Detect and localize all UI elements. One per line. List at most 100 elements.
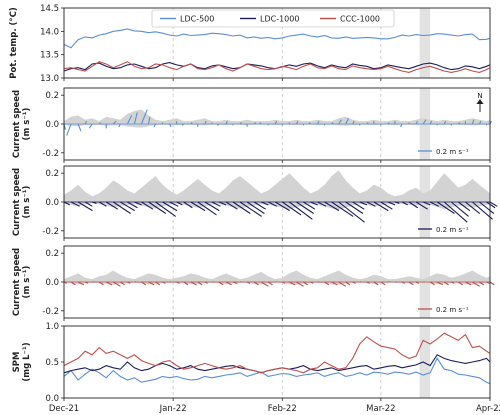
velocity-stick: [162, 201, 178, 212]
velocity-stick: [338, 281, 347, 287]
velocity-stick: [77, 281, 85, 286]
velocity-stick: [148, 281, 155, 286]
velocity-stick: [155, 281, 161, 286]
velocity-stick: [183, 201, 193, 209]
velocity-stick: [366, 281, 370, 284]
velocity-stick: [190, 122, 193, 125]
x-tick-label: Feb-22: [268, 404, 297, 414]
velocity-stick: [331, 201, 354, 217]
velocity-stick: [352, 201, 365, 210]
velocity-stick: [345, 281, 351, 286]
velocity-stick: [310, 281, 314, 284]
velocity-stick: [296, 281, 304, 287]
north-label: N: [477, 92, 482, 100]
velocity-stick: [436, 281, 444, 286]
velocity-stick: [400, 123, 403, 128]
y-axis-label-unit: (m s⁻¹): [22, 265, 32, 298]
series-line-ldc-500: [63, 357, 491, 385]
velocity-stick: [84, 120, 88, 125]
velocity-stick: [429, 281, 435, 286]
velocity-stick: [140, 109, 148, 125]
velocity-stick: [380, 281, 386, 286]
velocity-stick: [118, 123, 121, 128]
velocity-stick: [127, 201, 138, 209]
velocity-stick: [429, 120, 433, 125]
velocity-stick: [359, 201, 368, 206]
velocity-stick: [176, 201, 183, 206]
velocity-stick: [457, 122, 461, 125]
velocity-stick: [98, 122, 102, 125]
panel-frame: [63, 245, 491, 319]
panel-frame: [63, 87, 491, 161]
velocity-stick: [113, 281, 121, 287]
velocity-stick: [126, 115, 133, 125]
velocity-stick: [310, 201, 318, 206]
y-tick-label: 0.0: [45, 120, 59, 130]
velocity-stick: [134, 201, 142, 206]
velocity-stick: [479, 201, 495, 214]
velocity-stick: [169, 201, 179, 207]
scale-label: 0.2 m s⁻¹: [436, 148, 469, 156]
velocity-stick: [465, 201, 481, 214]
velocity-stick: [489, 201, 498, 207]
panel-5: 0.0 0.5 1.0: [45, 322, 491, 404]
velocity-stick: [239, 122, 242, 125]
velocity-stick: [190, 281, 197, 286]
y-tick-label: 0.2: [45, 249, 59, 259]
velocity-stick: [190, 201, 206, 212]
velocity-stick: [204, 201, 220, 212]
highlight-band: [419, 8, 431, 78]
velocity-stick: [259, 122, 262, 125]
x-tick-label: Apr-22: [476, 404, 500, 414]
legend: LDC-500 LDC-1000 CCC-1000: [151, 9, 395, 28]
velocity-stick: [84, 201, 93, 207]
velocity-stick: [225, 201, 238, 210]
velocity-stick: [408, 201, 418, 209]
legend-entry-ldc-1000: LDC-1000: [260, 15, 299, 24]
velocity-stick: [373, 201, 389, 212]
velocity-stick: [181, 123, 185, 126]
velocity-stick: [232, 281, 238, 284]
velocity-stick: [70, 201, 80, 207]
velocity-stick: [366, 122, 369, 125]
north-arrow-head: [476, 99, 484, 104]
velocity-stick: [218, 201, 227, 206]
velocity-stick: [303, 201, 316, 210]
velocity-stick: [112, 120, 117, 125]
velocity-stick: [331, 281, 338, 286]
y-tick-label: 13.0: [40, 74, 59, 84]
legend-entry-ccc-1000: CCC-1000: [340, 15, 380, 24]
velocity-stick: [197, 201, 217, 216]
velocity-stick: [478, 120, 482, 125]
y-axis-label-unit: (m s⁻¹): [22, 185, 32, 218]
velocity-stick: [345, 117, 350, 125]
panel-5-y-axis-label: SPM(mg L⁻¹): [12, 342, 32, 381]
velocity-stick: [472, 201, 493, 220]
velocity-stick: [308, 122, 311, 125]
panel-1-y-axis-label: Pot. temp. (°C): [9, 7, 19, 79]
velocity-stick: [296, 201, 314, 214]
velocity-stick: [70, 281, 76, 286]
velocity-stick: [239, 201, 262, 217]
series-line-ccc-1000: [63, 332, 491, 374]
velocity-stick: [422, 201, 431, 206]
y-tick-label: 14.5: [40, 4, 59, 14]
panel-frame: [63, 325, 491, 399]
velocity-stick: [394, 201, 400, 204]
velocity-stick: [380, 201, 393, 210]
velocity-stick: [415, 281, 420, 284]
velocity-stick: [316, 120, 320, 125]
y-tick-label: 0.5: [45, 358, 59, 368]
velocity-stick: [217, 123, 220, 126]
velocity-stick: [289, 281, 296, 286]
y-axis-label-unit: (mg L⁻¹): [22, 342, 32, 381]
velocity-stick: [253, 122, 256, 125]
y-tick-label: 13.5: [40, 51, 59, 61]
y-tick-label: 1.0: [45, 322, 59, 332]
velocity-stick: [127, 281, 131, 284]
velocity-stick: [281, 201, 302, 216]
velocity-stick: [443, 281, 449, 286]
velocity-stick: [77, 123, 82, 132]
velocity-stick: [155, 201, 177, 217]
velocity-stick: [141, 201, 154, 210]
